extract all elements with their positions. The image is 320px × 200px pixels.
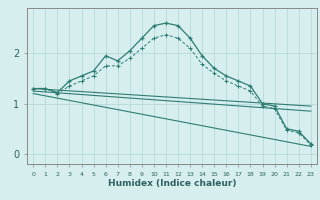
- X-axis label: Humidex (Indice chaleur): Humidex (Indice chaleur): [108, 179, 236, 188]
